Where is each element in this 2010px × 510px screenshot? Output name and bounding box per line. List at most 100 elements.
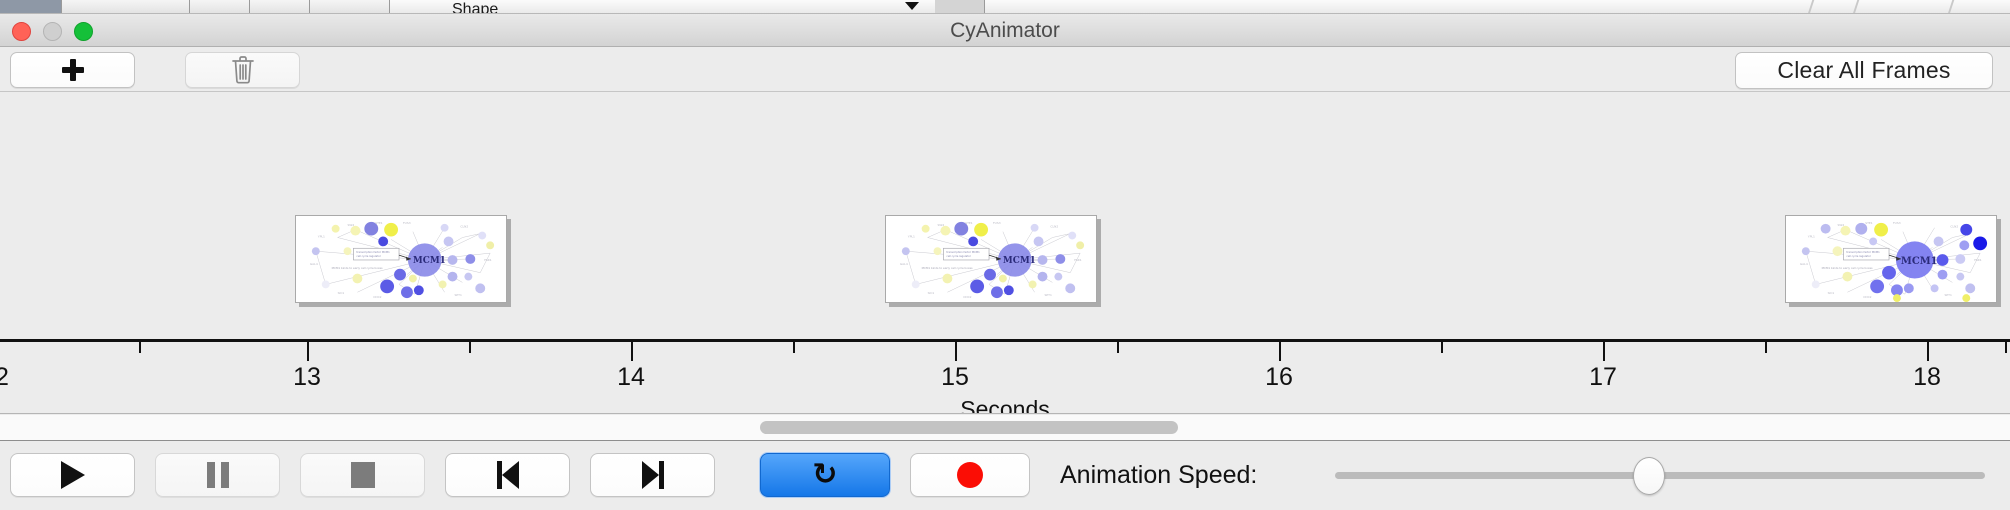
svg-text:SIC1: SIC1: [1828, 291, 1835, 295]
play-icon: [60, 461, 85, 489]
bg-cell: [250, 0, 310, 13]
ruler-tick-minor: [469, 342, 471, 353]
previous-frame-button[interactable]: [445, 453, 570, 497]
ruler-tick-minor: [1765, 342, 1767, 353]
plus-icon: [61, 59, 84, 81]
titlebar[interactable]: CyAnimator: [0, 14, 2010, 47]
bg-cell: [0, 0, 62, 13]
ruler-label: 14: [617, 363, 645, 391]
pause-icon: [206, 462, 229, 488]
ruler-label: 17: [1589, 363, 1617, 391]
svg-text:MCM1: MCM1: [1901, 256, 1938, 267]
svg-text:FAR1: FAR1: [484, 258, 492, 262]
record-icon: [957, 462, 983, 488]
ruler-label: 18: [1913, 363, 1941, 391]
svg-text:FAR1: FAR1: [1074, 258, 1082, 262]
timeline-frame[interactable]: YPL1 SW4 STE1 FUS3 CLN2 FAR1 SIC1 CDC2 SPT1 G…: [295, 215, 507, 303]
network-thumbnail: YPL1 SW4 STE1 FUS3 CLN2 FAR1 SIC1 CDC2 SPT1 G…: [886, 216, 1096, 302]
next-frame-button[interactable]: [590, 453, 715, 497]
svg-text:MCM1: MCM1: [413, 256, 446, 266]
svg-text:MCM1 binds to early cell cycle: MCM1 binds to early cell cycle boxes: [1822, 266, 1874, 270]
svg-text:SPT1: SPT1: [1044, 293, 1051, 297]
animation-speed-label: Animation Speed:: [1060, 461, 1258, 489]
svg-text:STE1: STE1: [375, 221, 383, 225]
timeline-panel[interactable]: YPL1 SW4 STE1 FUS3 CLN2 FAR1 SIC1 CDC2 SPT1 G…: [0, 92, 2010, 414]
axis-title: Seconds: [960, 396, 1050, 414]
loop-button[interactable]: ↻: [760, 453, 890, 497]
window-title: CyAnimator: [950, 19, 1060, 42]
clear-all-frames-label: Clear All Frames: [1777, 57, 1951, 83]
svg-text:CLN2: CLN2: [1950, 225, 1958, 229]
bg-divider: [1852, 0, 1860, 13]
ruler-tick-major: [955, 342, 957, 361]
slider-knob[interactable]: [1633, 457, 1665, 495]
svg-text:SIC1: SIC1: [928, 291, 935, 295]
ruler-tick-major: [631, 342, 633, 361]
svg-text:CDC2: CDC2: [1863, 295, 1871, 299]
svg-text:FAR1: FAR1: [1974, 258, 1982, 262]
ruler-baseline: [0, 339, 2010, 342]
svg-text:cell cycle regulator: cell cycle regulator: [946, 254, 971, 258]
svg-text:YPL1: YPL1: [1808, 235, 1815, 239]
svg-text:FUS3: FUS3: [1893, 221, 1901, 225]
ruler-tick-major: [1603, 342, 1605, 361]
play-button[interactable]: [10, 453, 135, 497]
ruler-tick-minor: [2005, 342, 2007, 353]
pause-button[interactable]: [155, 453, 280, 497]
record-button[interactable]: [910, 453, 1030, 497]
minimize-button[interactable]: [43, 22, 62, 41]
transport-bar: ↻ Animation Speed:: [0, 442, 2010, 510]
network-thumbnail: YPL1 SW4 STE1 FUS3 CLN2 FAR1 SIC1 CDC2 SPT1 G…: [1786, 216, 1996, 302]
ruler-tick-minor: [1117, 342, 1119, 353]
svg-text:STE1: STE1: [965, 221, 973, 225]
svg-text:SPT1: SPT1: [454, 293, 461, 297]
svg-text:GAL4: GAL4: [310, 262, 318, 266]
ruler-label: 15: [941, 363, 969, 391]
timeline-track[interactable]: YPL1 SW4 STE1 FUS3 CLN2 FAR1 SIC1 CDC2 SPT1 G…: [0, 92, 2010, 414]
bg-caret-icon: [905, 2, 919, 10]
window-controls: [12, 22, 93, 41]
add-frame-button[interactable]: [10, 52, 135, 88]
ruler-label: 12: [0, 363, 9, 392]
svg-text:MCM1: MCM1: [1003, 256, 1036, 266]
timeline-scrollbar[interactable]: [0, 415, 2010, 441]
bg-window-label: Shape: [452, 1, 499, 14]
ruler-tick-minor: [1441, 342, 1443, 353]
svg-text:CDC2: CDC2: [373, 295, 381, 299]
svg-text:CDC2: CDC2: [963, 295, 971, 299]
timeline-frame[interactable]: YPL1 SW4 STE1 FUS3 CLN2 FAR1 SIC1 CDC2 SPT1 G…: [1785, 215, 1997, 303]
time-ruler[interactable]: 12 13 14 15 16 17 18 Seconds: [0, 339, 2010, 414]
ruler-tick-major: [307, 342, 309, 361]
clear-all-frames-button[interactable]: Clear All Frames: [1735, 52, 1993, 89]
close-button[interactable]: [12, 22, 31, 41]
bg-cell: [190, 0, 250, 13]
skip-forward-icon: [638, 461, 668, 489]
svg-text:FUS3: FUS3: [993, 221, 1001, 225]
svg-text:MCM1 binds to early cell cycle: MCM1 binds to early cell cycle boxes: [922, 266, 974, 270]
svg-text:STE1: STE1: [1865, 221, 1873, 225]
delete-frame-button[interactable]: [185, 52, 300, 88]
bg-cell: [62, 0, 190, 13]
scrollbar-thumb[interactable]: [760, 421, 1178, 434]
ruler-tick-minor: [793, 342, 795, 353]
svg-text:transcription factor MCM1: transcription factor MCM1: [946, 250, 980, 254]
svg-text:CLN2: CLN2: [460, 225, 468, 229]
background-window-strip: Shape: [0, 0, 2010, 14]
stop-button[interactable]: [300, 453, 425, 497]
bg-divider: [1947, 0, 1955, 13]
ruler-label: 16: [1265, 363, 1293, 391]
svg-text:cell cycle regulator: cell cycle regulator: [356, 254, 381, 258]
svg-text:FUS3: FUS3: [403, 221, 411, 225]
zoom-button[interactable]: [74, 22, 93, 41]
ruler-tick-minor: [139, 342, 141, 353]
svg-text:SW4: SW4: [348, 223, 355, 227]
ruler-tick-major: [1279, 342, 1281, 361]
svg-text:GAL4: GAL4: [1800, 262, 1808, 266]
stop-icon: [350, 462, 375, 488]
svg-text:SW4: SW4: [1838, 223, 1845, 227]
svg-text:YPL1: YPL1: [908, 235, 915, 239]
trash-icon: [231, 56, 254, 84]
animation-speed-slider[interactable]: [1335, 453, 1985, 497]
timeline-frame[interactable]: YPL1 SW4 STE1 FUS3 CLN2 FAR1 SIC1 CDC2 SPT1 G…: [885, 215, 1097, 303]
